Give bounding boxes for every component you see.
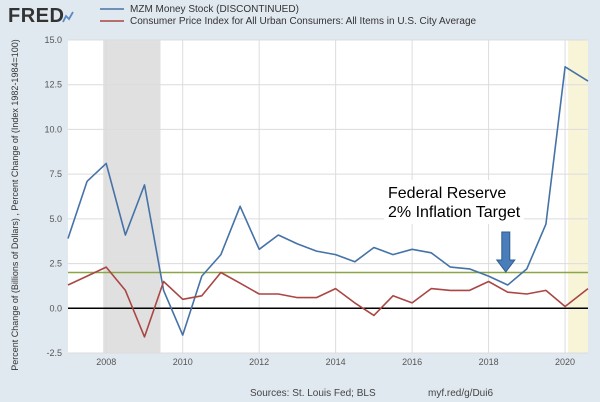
recession-band	[103, 40, 161, 353]
x-tick-label: 2010	[173, 357, 193, 367]
series-line-mzm	[67, 66, 589, 336]
annotation-arrow-icon	[495, 231, 516, 273]
legend: MZM Money Stock (DISCONTINUED)Consumer P…	[100, 4, 477, 27]
x-tick-label: 2012	[249, 357, 269, 367]
x-axis-ticks: 2008 2010 2012 2014 2016 2018 2020	[96, 357, 575, 367]
graph-url[interactable]: myf.red/g/Dui6	[428, 388, 493, 399]
y-tick-label: -2.5	[46, 348, 62, 358]
y-tick-label: 7.5	[49, 169, 62, 179]
recession-bands	[103, 40, 588, 353]
logo-container	[5, 4, 74, 27]
legend-label: MZM Money Stock (DISCONTINUED)	[130, 4, 299, 15]
series-lines	[67, 66, 589, 338]
y-tick-label: 15.0	[44, 35, 62, 45]
series-line-cpi	[67, 266, 589, 338]
x-tick-label: 2016	[402, 357, 422, 367]
x-tick-label: 2014	[326, 357, 346, 367]
x-tick-label: 2018	[479, 357, 499, 367]
annotation-text: 2% Inflation Target	[388, 204, 521, 221]
x-tick-label: 2008	[96, 357, 116, 367]
legend-label: Consumer Price Index for All Urban Consu…	[130, 16, 477, 27]
source-note: Sources: St. Louis Fed; BLS	[250, 388, 376, 399]
y-tick-label: 2.5	[49, 259, 62, 269]
y-tick-label: 12.5	[44, 80, 62, 90]
y-axis-label: Percent Change of (Billions of Dollars) …	[10, 39, 20, 370]
annotation-text: Federal Reserve	[388, 185, 506, 202]
annotation: Federal Reserve 2% Inflation Target	[384, 180, 524, 273]
y-tick-label: 0.0	[49, 303, 62, 313]
fred-logo: FRED	[8, 5, 64, 27]
y-tick-label: 5.0	[49, 214, 62, 224]
x-tick-label: 2020	[555, 357, 575, 367]
recession-band	[568, 40, 588, 353]
y-tick-label: 10.0	[44, 124, 62, 134]
y-axis-ticks: -2.5 0.0 2.5 5.0 7.5 10.0 12.5 15.0	[44, 35, 62, 358]
annotation-box	[384, 180, 524, 224]
line-chart-icon	[62, 11, 74, 23]
